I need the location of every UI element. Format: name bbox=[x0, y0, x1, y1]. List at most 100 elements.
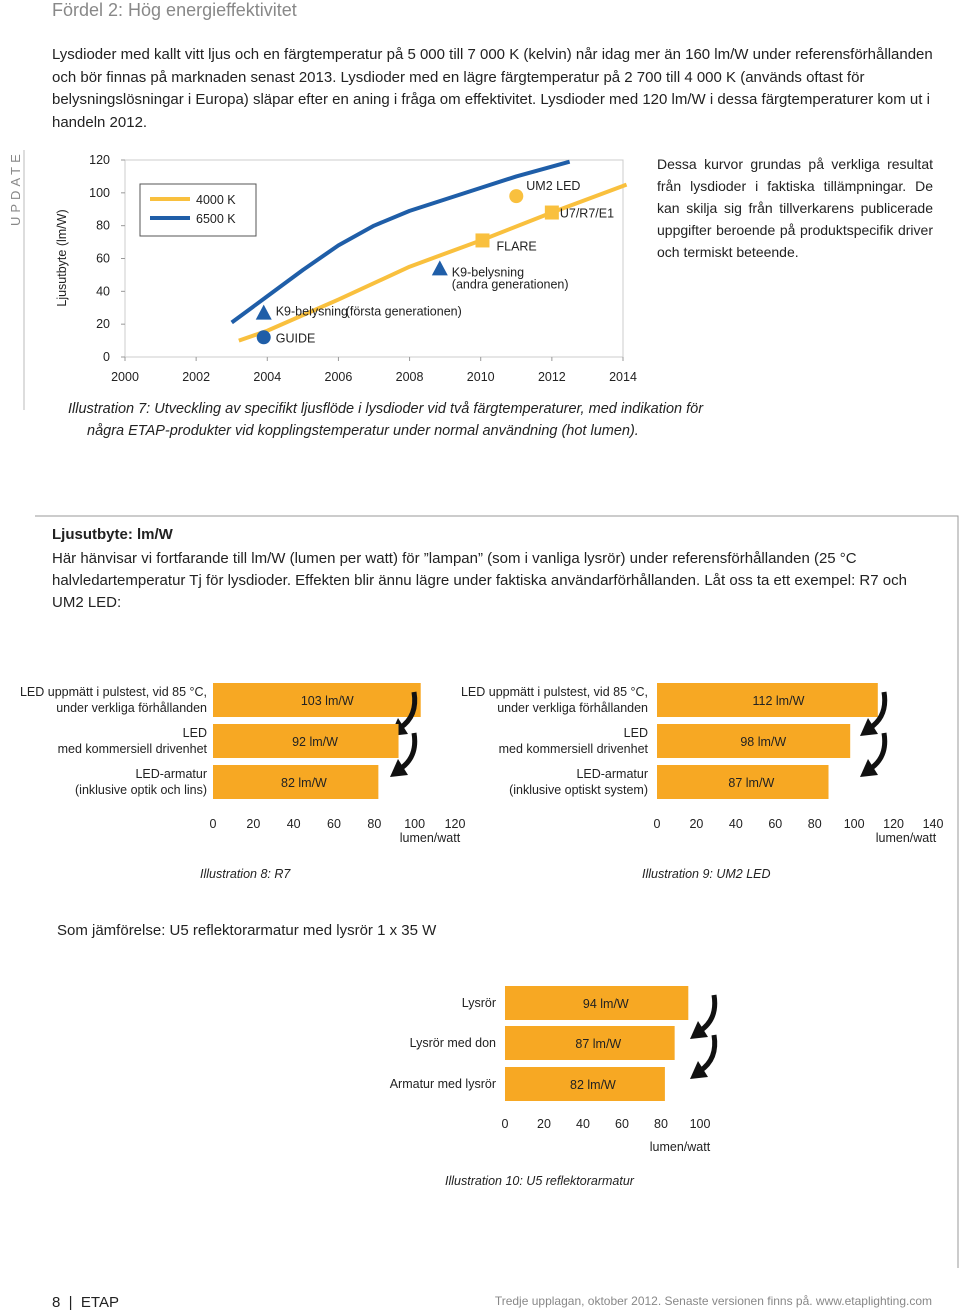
value-label: 94 lm/W bbox=[583, 997, 629, 1011]
arrow bbox=[698, 1034, 718, 1074]
legend-label: 6500 K bbox=[196, 212, 236, 226]
value-label: 92 lm/W bbox=[292, 735, 338, 749]
x-tick-label: 20 bbox=[246, 817, 260, 831]
footer-page: 8 | ETAP bbox=[52, 1294, 119, 1311]
box-heading: Ljusutbyte: lm/W bbox=[52, 526, 173, 543]
y-tick-label: 80 bbox=[96, 219, 110, 233]
legend-box bbox=[139, 183, 257, 237]
caption: Illustration 9: UM2 LED bbox=[642, 867, 771, 881]
x-tick-label: 120 bbox=[883, 817, 904, 831]
bar bbox=[213, 724, 399, 758]
product-marker bbox=[256, 330, 271, 345]
category-label: (inklusive optik och lins) bbox=[75, 783, 207, 797]
product-marker bbox=[544, 205, 559, 220]
x-tick-label: 60 bbox=[615, 1117, 629, 1131]
value-label: 82 lm/W bbox=[281, 776, 327, 790]
category-label: LED bbox=[624, 726, 648, 740]
y-tick-label: 40 bbox=[96, 284, 110, 298]
category-label: med kommersiell drivenhet bbox=[499, 742, 649, 756]
footer-edition: Tredje upplagan, oktober 2012. Senaste v… bbox=[494, 1294, 932, 1308]
category-label: Lysrör bbox=[462, 996, 496, 1010]
caption: Illustration 7: Utveckling av specifikt … bbox=[68, 401, 704, 439]
value-label: 98 lm/W bbox=[740, 735, 786, 749]
bar bbox=[657, 765, 829, 799]
bar bbox=[213, 683, 421, 717]
category-label: LED bbox=[183, 726, 207, 740]
x-tick-label: 40 bbox=[287, 817, 301, 831]
value-label: 112 lm/W bbox=[753, 694, 805, 708]
bar bbox=[505, 1026, 675, 1060]
y-tick-label: 60 bbox=[96, 252, 110, 266]
product-marker bbox=[475, 233, 490, 248]
y-tick-label: 0 bbox=[103, 350, 110, 364]
caption: Illustration 10: U5 reflektorarmatur bbox=[445, 1174, 635, 1188]
series-line bbox=[230, 159, 571, 325]
arrow-head bbox=[390, 759, 408, 777]
product-label: UM2 LED bbox=[526, 179, 580, 193]
page-title: Fördel 2: Hög energieffektivitet bbox=[52, 0, 297, 20]
value-label: 87 lm/W bbox=[728, 776, 774, 790]
x-tick-label: 80 bbox=[654, 1117, 668, 1131]
x-axis-label: lumen/watt bbox=[876, 831, 937, 845]
x-tick-label: 20 bbox=[537, 1117, 551, 1131]
product-label: K9-belysning bbox=[452, 265, 524, 279]
category-label: med kommersiell drivenhet bbox=[58, 742, 208, 756]
value-label: 82 lm/W bbox=[570, 1078, 616, 1092]
category-label: under verkliga förhållanden bbox=[497, 701, 648, 715]
comparison-heading: Som jämförelse: U5 reflektorarmatur med … bbox=[57, 922, 437, 939]
x-tick-label: 20 bbox=[689, 817, 703, 831]
x-tick-label: 2004 bbox=[253, 370, 281, 384]
product-label: FLARE bbox=[496, 239, 536, 253]
arrow-head bbox=[690, 1061, 708, 1079]
x-tick-label: 0 bbox=[654, 817, 661, 831]
x-tick-label: 2006 bbox=[325, 370, 353, 384]
box-text: Här hänvisar vi fortfarande till lm/W (l… bbox=[52, 550, 907, 611]
x-tick-label: 2010 bbox=[467, 370, 495, 384]
x-tick-label: 60 bbox=[768, 817, 782, 831]
x-tick-label: 0 bbox=[210, 817, 217, 831]
bar bbox=[505, 1067, 665, 1101]
category-label: under verkliga förhållanden bbox=[56, 701, 207, 715]
x-tick-label: 40 bbox=[729, 817, 743, 831]
product-sublabel: (andra generationen) bbox=[452, 277, 569, 291]
category-label: (inklusive optiskt system) bbox=[509, 783, 648, 797]
category-label: LED-armatur bbox=[576, 767, 648, 781]
x-tick-label: 80 bbox=[808, 817, 822, 831]
intro-paragraph: Lysdioder med kallt vitt ljus och en fär… bbox=[52, 46, 933, 131]
bar bbox=[657, 683, 878, 717]
x-tick-label: 2012 bbox=[538, 370, 566, 384]
category-label: Lysrör med don bbox=[410, 1036, 496, 1050]
x-tick-label: 2002 bbox=[182, 370, 210, 384]
page-number: 8 bbox=[52, 1294, 61, 1311]
category-label: LED uppmätt i pulstest, vid 85 °C, bbox=[20, 685, 207, 699]
product-marker bbox=[431, 260, 448, 276]
y-axis-label: Ljusutbyte (lm/W) bbox=[55, 209, 69, 306]
y-tick-label: 100 bbox=[89, 186, 110, 200]
category-label: LED-armatur bbox=[135, 767, 207, 781]
arrow bbox=[398, 732, 418, 772]
x-axis-label: lumen/watt bbox=[650, 1140, 711, 1154]
x-tick-label: 0 bbox=[502, 1117, 509, 1131]
x-tick-label: 140 bbox=[923, 817, 944, 831]
x-tick-label: 60 bbox=[327, 817, 341, 831]
x-tick-label: 100 bbox=[690, 1117, 711, 1131]
x-tick-label: 120 bbox=[445, 817, 466, 831]
caption: Illustration 8: R7 bbox=[200, 867, 291, 881]
value-label: 87 lm/W bbox=[575, 1037, 621, 1051]
product-label: U7/R7/E1 bbox=[560, 207, 614, 221]
product-marker bbox=[255, 304, 272, 320]
brand: ETAP bbox=[80, 1294, 119, 1311]
x-tick-label: 2000 bbox=[111, 370, 139, 384]
arrow bbox=[698, 994, 718, 1034]
x-tick-label: 40 bbox=[576, 1117, 590, 1131]
arrow bbox=[868, 732, 888, 772]
bar bbox=[505, 986, 689, 1020]
product-marker bbox=[509, 189, 524, 204]
arrow-head bbox=[860, 718, 878, 736]
x-tick-label: 2014 bbox=[609, 370, 637, 384]
arrow-head bbox=[860, 759, 878, 777]
category-label: Armatur med lysrör bbox=[390, 1077, 496, 1091]
side-note: Dessa kurvor grundas på verkliga resulta… bbox=[657, 156, 933, 260]
